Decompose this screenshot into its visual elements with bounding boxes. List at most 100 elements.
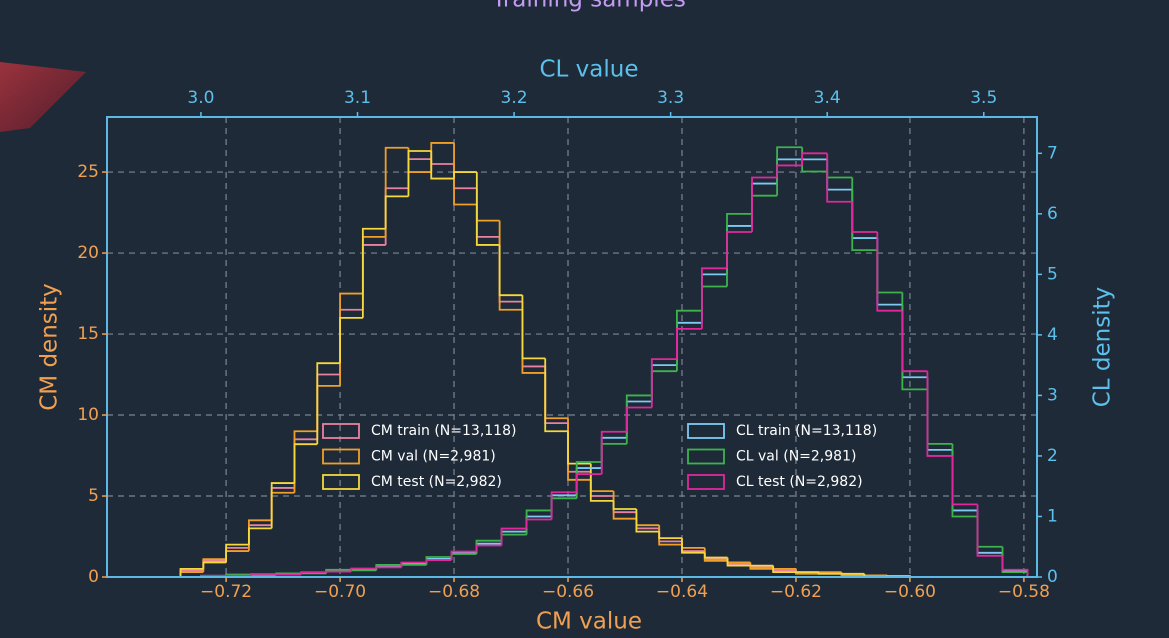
histogram-step: [325, 570, 352, 573]
y2-tick-label: 3: [1047, 385, 1058, 405]
histogram-step: [384, 195, 409, 229]
histogram-step: [544, 358, 569, 433]
histogram-step: [250, 573, 277, 576]
histogram-step: [375, 566, 402, 569]
y-tick-label: 10: [77, 405, 99, 425]
histogram-step: [475, 172, 500, 246]
histogram-step: [575, 473, 602, 493]
histogram-step: [361, 227, 386, 318]
histogram-step: [498, 244, 523, 297]
y2-axis-label: CL density: [1090, 287, 1116, 408]
histogram-step: [550, 491, 577, 520]
y-axis-label: CM density: [37, 283, 63, 411]
histogram-step: [772, 565, 796, 574]
x-tick-label: −0.60: [884, 582, 936, 602]
y-tick-label: 25: [77, 162, 99, 182]
legend-swatch: [322, 474, 360, 490]
y2-tick-label: 4: [1047, 325, 1058, 345]
histogram-step: [951, 455, 978, 506]
histogram-step: [851, 201, 878, 233]
histogram-step: [681, 538, 705, 554]
histogram-step: [658, 531, 682, 540]
x-tick-label: −0.66: [542, 582, 594, 602]
legend-swatch: [687, 474, 725, 490]
x2-axis-label: CL value: [539, 57, 638, 83]
histogram-step: [703, 552, 728, 559]
histogram-step: [726, 231, 753, 269]
y2-tick-label: 5: [1047, 264, 1058, 284]
histogram-step: [339, 316, 363, 364]
y2-tick-label: 1: [1047, 506, 1058, 526]
y2-tick-label: 2: [1047, 446, 1058, 466]
legend-swatch: [322, 448, 360, 465]
histogram-step: [726, 557, 751, 567]
legend-label: CL test (N=2,982): [736, 474, 863, 490]
legend-label: CM train (N=13,118): [371, 423, 516, 439]
histogram-step: [826, 153, 853, 203]
histogram-step: [247, 527, 272, 545]
x2-tick-label: 3.1: [344, 88, 371, 108]
histogram-step: [851, 177, 878, 252]
histogram-step: [901, 310, 928, 373]
histogram-step: [567, 431, 591, 465]
decoration: [0, 62, 86, 132]
chart-title: Training samples: [491, 0, 686, 13]
histogram-step: [751, 176, 778, 232]
histogram-step: [817, 572, 842, 575]
histogram-step: [801, 152, 828, 166]
y-tick-label: 20: [77, 243, 99, 263]
histogram-step: [749, 562, 774, 570]
y-tick-label: 15: [77, 324, 99, 344]
legend-label: CL train (N=13,118): [736, 423, 877, 439]
histogram-step: [275, 573, 302, 576]
histogram-step: [400, 561, 427, 568]
histogram-step: [475, 544, 502, 552]
legend-swatch: [687, 448, 725, 465]
x2-tick-label: 3.2: [501, 88, 528, 108]
histogram-step: [202, 561, 227, 569]
x-tick-label: −0.64: [656, 582, 708, 602]
histogram-step: [293, 443, 318, 484]
histogram-step: [600, 430, 627, 475]
histogram-step: [876, 232, 903, 312]
histogram-step: [795, 568, 819, 575]
histogram-step: [776, 146, 803, 196]
x-tick-label: −0.62: [770, 582, 822, 602]
histogram-step: [453, 142, 477, 206]
histogram-step: [225, 543, 249, 563]
histogram-step: [453, 171, 477, 179]
x-tick-label: −0.68: [428, 582, 480, 602]
x-tick-label: −0.72: [200, 582, 252, 602]
histogram-step: [701, 267, 727, 329]
y2-tick-label: 6: [1047, 204, 1058, 224]
x2-tick-label: 3.0: [187, 88, 214, 108]
y2-tick-label: 0: [1047, 567, 1058, 587]
x2-tick-label: 3.3: [657, 88, 684, 108]
histogram-step: [976, 504, 1003, 557]
x-axis-label: CM value: [536, 609, 642, 635]
histogram-step: [350, 567, 377, 572]
x2-tick-label: 3.5: [970, 88, 997, 108]
y-tick-label: 5: [88, 486, 99, 506]
histogram-step: [425, 559, 452, 563]
histogram-step: [926, 371, 953, 457]
histogram-step: [500, 527, 527, 546]
histogram-step: [450, 550, 477, 561]
histogram-step: [625, 406, 652, 432]
x-tick-label: −0.58: [998, 582, 1050, 602]
y-tick-label: 0: [88, 567, 99, 587]
histogram-step: [430, 151, 455, 180]
histogram-step: [650, 358, 677, 408]
y2-tick-label: 7: [1047, 143, 1058, 163]
histogram-step: [703, 547, 728, 562]
histogram-step: [589, 463, 614, 502]
histogram-step: [612, 500, 637, 510]
histogram-step: [179, 568, 204, 577]
histogram-step: [675, 327, 702, 360]
histogram-step: [1001, 555, 1029, 577]
x2-tick-label: 3.4: [814, 88, 841, 108]
plot-frame: [106, 116, 1038, 578]
histogram-step: [407, 150, 432, 197]
